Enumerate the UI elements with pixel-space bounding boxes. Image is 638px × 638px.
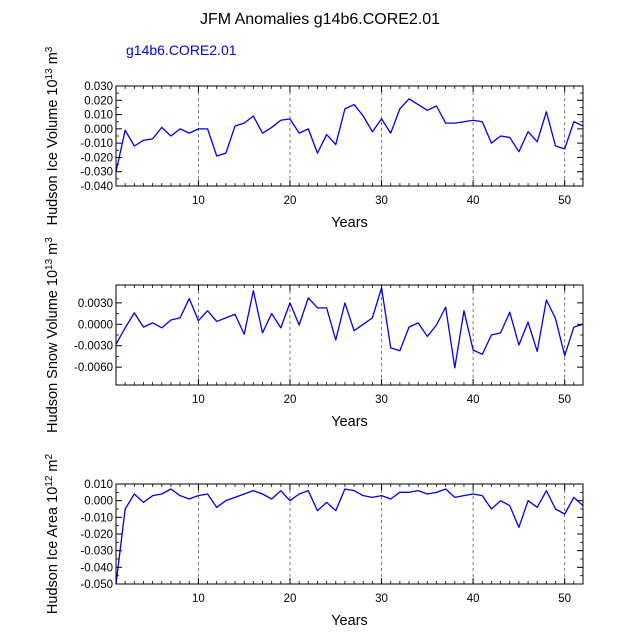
- y-tick-label: 0.010: [84, 110, 113, 122]
- y-tick-label: 0.0000: [78, 319, 113, 331]
- y-axis-unit-label-exponent: 3: [44, 237, 55, 243]
- y-tick-label: -0.020: [80, 529, 113, 541]
- x-tick-label: 20: [284, 394, 297, 406]
- x-tick-label: 30: [375, 195, 388, 207]
- y-axis-unit-base: 10: [45, 487, 61, 503]
- y-tick-label: -0.010: [80, 512, 113, 524]
- y-axis-label: Hudson Snow Volume: [45, 290, 61, 433]
- x-axis-title: Years: [331, 215, 368, 231]
- y-tick-label: -0.030: [80, 546, 113, 558]
- y-axis-unit-label: m: [45, 52, 61, 64]
- panel-middle: 10 20 30 40 50 -0.0060 -0.0030 0.0000 0.0030 Year…: [44, 237, 584, 433]
- x-axis-title: Years: [331, 613, 368, 629]
- y-axis-label: Hudson Ice Area: [45, 506, 61, 614]
- y-axis-unit-base: 10: [45, 79, 61, 95]
- x-tick-label: 40: [467, 394, 480, 406]
- y-tick-label: -0.0030: [74, 341, 113, 353]
- legend-label: g14b6.CORE2.01: [126, 42, 237, 58]
- y-axis-unit-exponent: 13: [44, 68, 55, 80]
- x-tick-label: 10: [192, 593, 205, 605]
- y-axis-unit-exponent: 13: [44, 258, 55, 270]
- y-axis-unit-label-exponent: 2: [44, 453, 55, 459]
- y-tick-label: 0.010: [84, 479, 113, 491]
- x-tick-label: 50: [558, 195, 571, 207]
- x-tick-label: 50: [558, 593, 571, 605]
- x-tick-label: 50: [558, 394, 571, 406]
- panel-bottom: 10 20 30 40 50 -0.050 -0.040 -0.030 -0.020 -0.010…: [44, 453, 584, 629]
- y-tick-label: 0.0030: [78, 298, 113, 310]
- plot-frame: [115, 85, 584, 187]
- x-tick-label: 10: [192, 195, 205, 207]
- y-tick-label: -0.040: [80, 181, 113, 193]
- y-tick-label: -0.040: [80, 562, 113, 574]
- x-tick-label: 30: [375, 394, 388, 406]
- x-tick-label: 40: [467, 195, 480, 207]
- y-axis-title: Hudson Ice Area 1012 m2: [44, 453, 61, 614]
- y-tick-label: -0.010: [80, 138, 113, 150]
- y-tick-label: -0.0060: [74, 362, 113, 374]
- series-line-bottom: [115, 488, 584, 585]
- y-tick-label: -0.020: [80, 152, 113, 164]
- y-tick-label: 0.030: [84, 81, 113, 93]
- y-tick-label: -0.050: [80, 579, 113, 591]
- series-line-top: [115, 98, 584, 172]
- y-axis-unit-exponent: 12: [44, 475, 55, 487]
- y-axis-unit-label: m: [45, 459, 61, 471]
- y-axis-title: Hudson Snow Volume 1013 m3: [44, 237, 61, 433]
- plot-frame: [115, 483, 584, 585]
- y-tick-label: 0.000: [84, 124, 113, 136]
- main-title: JFM Anomalies g14b6.CORE2.01: [200, 11, 440, 28]
- y-tick-label: -0.030: [80, 167, 113, 179]
- y-axis-unit-base: 10: [45, 270, 61, 286]
- x-axis-title: Years: [331, 414, 368, 430]
- x-tick-label: 20: [284, 195, 297, 207]
- y-axis-unit-label: m: [45, 243, 61, 255]
- x-tick-label: 10: [192, 394, 205, 406]
- y-tick-label: 0.020: [84, 95, 113, 107]
- panels: 10 20 30 40 50-0.040-0.030-0.020-0.0100.0000…: [44, 46, 584, 629]
- y-axis-label: Hudson Ice Volume: [45, 100, 61, 226]
- plot-frame: [115, 284, 584, 386]
- x-tick-label: 30: [375, 593, 388, 605]
- panel-top: 10 20 30 40 50 -0.040 -0.030 -0.020 -0.010 0.000 0…: [44, 46, 584, 231]
- x-tick-label: 40: [467, 593, 480, 605]
- y-axis-title: Hudson Ice Volume 1013 m3: [44, 46, 61, 225]
- y-axis-unit-label-exponent: 3: [44, 46, 55, 52]
- y-tick-label: 0.000: [84, 496, 113, 508]
- x-tick-label: 20: [284, 593, 297, 605]
- series-line-middle: [115, 287, 584, 369]
